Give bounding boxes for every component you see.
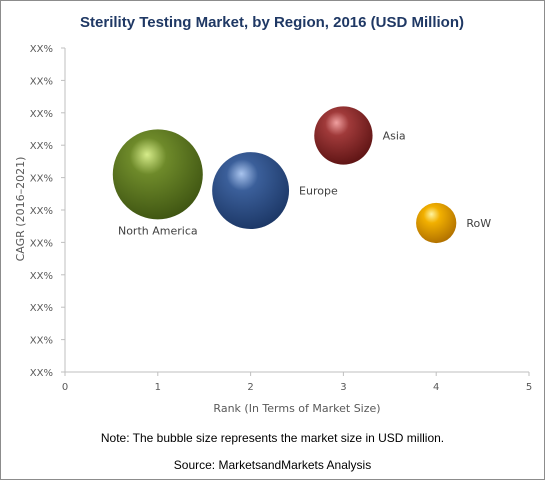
source-note: Source: MarketsandMarkets Analysis — [173, 458, 372, 472]
bubble-label-asia: Asia — [383, 129, 406, 142]
bubble-europe — [212, 152, 290, 230]
x-tick-label: 5 — [526, 382, 532, 393]
x-tick-label: 1 — [155, 382, 161, 393]
bubble-label-row: RoW — [466, 217, 491, 230]
axes: 0 1 2 3 4 5 XX% XX% XX% XX% XX% XX% XX% XX% XX% XX% XX% — [30, 44, 532, 393]
bubble-row — [416, 202, 457, 244]
y-tick-label: XX% — [30, 368, 53, 379]
x-axis-label: Rank (In Terms of Market Size) — [213, 402, 380, 415]
bubble-label-north-america: North America — [118, 224, 198, 237]
y-tick-label: XX% — [30, 206, 53, 217]
y-tick-label: XX% — [30, 109, 53, 120]
bubble-label-europe: Europe — [299, 185, 338, 198]
y-tick-label: XX% — [30, 76, 53, 87]
x-tick-label: 4 — [433, 382, 439, 393]
y-tick-label: XX% — [30, 141, 53, 152]
chart-title: Sterility Testing Market, by Region, 201… — [80, 14, 464, 31]
x-tick-label: 3 — [340, 382, 346, 393]
y-tick-label: XX% — [30, 174, 53, 185]
bubble-size-note: Note: The bubble size represents the mar… — [100, 431, 445, 445]
y-axis-label: CAGR (2016–2021) — [14, 157, 27, 262]
bubbles: North America Europe Asia RoW — [112, 106, 491, 244]
y-tick-label: XX% — [30, 44, 53, 55]
x-tick-label: 0 — [62, 382, 68, 393]
y-tick-label: XX% — [30, 303, 53, 314]
x-tick-label: 2 — [247, 382, 253, 393]
bubble-asia — [314, 106, 373, 165]
y-tick-label: XX% — [30, 336, 53, 347]
y-tick-label: XX% — [30, 271, 53, 282]
bubble-north-america — [112, 129, 203, 220]
y-tick-label: XX% — [30, 238, 53, 249]
